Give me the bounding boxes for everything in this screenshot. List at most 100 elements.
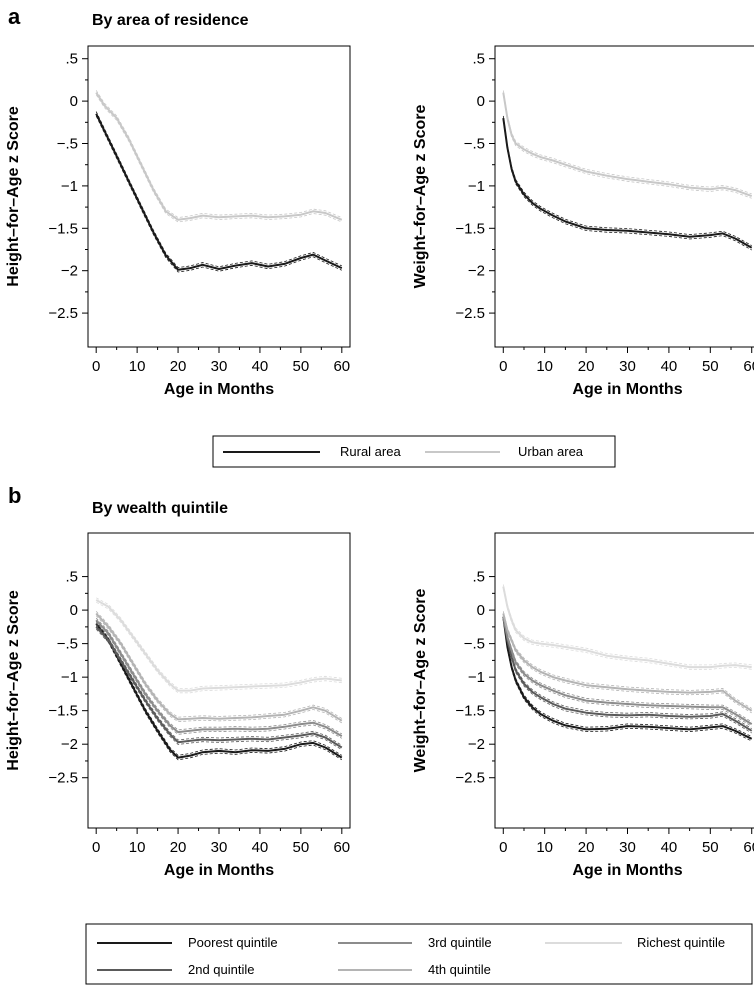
y-tick-label: −1.5 <box>455 703 485 720</box>
series-urban-area-ci-lower <box>95 94 342 223</box>
series-richest-quintile-ci-lower <box>96 601 342 694</box>
legend-a-label-rural: Rural area <box>340 444 401 459</box>
x-tick-label: 10 <box>536 358 553 375</box>
series-poorest-quintile-ci-lower <box>502 618 752 742</box>
x-axis-label: Age in Months <box>572 381 682 398</box>
x-tick-label: 30 <box>619 839 636 856</box>
y-tick-label: −2 <box>61 263 78 280</box>
x-tick-label: 0 <box>92 358 100 375</box>
x-tick-label: 20 <box>170 358 187 375</box>
x-tick-label: 0 <box>499 358 507 375</box>
series-4th-quintile-line <box>95 612 343 722</box>
y-tick-label: −1 <box>61 669 78 686</box>
legend-b: Poorest quintile 3rd quintile Richest qu… <box>85 923 753 985</box>
plot-frame <box>87 45 351 348</box>
y-tick-label: −2.5 <box>48 770 78 787</box>
series-2nd-quintile-line <box>502 616 753 732</box>
y-axis-label: Height–for–Age z Score <box>5 106 22 287</box>
y-tick-label: .5 <box>472 51 485 68</box>
y-tick-label: −.5 <box>57 636 78 653</box>
series-2nd-quintile-line <box>95 626 343 749</box>
series-urban-area-line <box>502 92 753 198</box>
panel-a-letter: a <box>8 4 21 29</box>
x-tick-label: 10 <box>129 839 146 856</box>
legend-b-label-poorest: Poorest quintile <box>188 935 278 950</box>
series-rural-area-line <box>502 117 753 249</box>
plot-frame <box>494 45 754 348</box>
x-tick-label: 30 <box>211 358 228 375</box>
series-2nd-quintile-ci-upper <box>95 624 343 746</box>
chart-b-weight: .5 0 −.5 −1 −1.5 −2 −2.5 0 10 20 30 40 50 60 Age in Mo… <box>412 532 754 879</box>
y-tick-label: 0 <box>477 602 485 619</box>
series-richest-quintile-ci-upper <box>96 597 342 689</box>
x-tick-label: 0 <box>499 839 507 856</box>
panel-a-title: By area of residence <box>92 12 249 29</box>
y-tick-label: −2.5 <box>455 305 485 322</box>
x-axis-label: Age in Months <box>164 381 274 398</box>
legend-b-label-q4: 4th quintile <box>428 962 491 977</box>
y-tick-label: −2.5 <box>455 770 485 787</box>
x-tick-label: 60 <box>743 839 754 856</box>
x-tick-label: 30 <box>211 839 228 856</box>
series-poorest-quintile-ci-upper <box>502 614 752 737</box>
chart-a-weight: .5 0 −.5 −1 −1.5 −2 −2.5 0 10 20 30 40 50 60 Age in Mo… <box>412 45 754 398</box>
legend-b-box <box>85 923 753 985</box>
x-tick-label: 0 <box>92 839 100 856</box>
y-tick-label: −1 <box>468 178 485 195</box>
series-3rd-quintile-line <box>95 619 343 737</box>
x-tick-label: 20 <box>578 358 595 375</box>
y-tick-label: .5 <box>65 569 78 586</box>
x-tick-label: 10 <box>129 358 146 375</box>
y-tick-label: −1.5 <box>48 220 78 237</box>
x-tick-label: 40 <box>661 358 678 375</box>
series-2nd-quintile-ci-lower <box>95 628 343 751</box>
y-tick-label: −.5 <box>464 636 485 653</box>
chart-a-height: .5 0 −.5 −1 −1.5 −2 −2.5 0 10 20 30 40 50 60 Age in Mo… <box>5 45 351 398</box>
series-3rd-quintile-ci-upper <box>95 617 342 735</box>
series-3rd-quintile-line <box>502 616 753 725</box>
y-tick-label: .5 <box>472 569 485 586</box>
legend-a: Rural area Urban area <box>212 435 616 468</box>
series-richest-quintile-line <box>95 599 342 692</box>
series-poorest-quintile-ci-upper <box>95 621 343 756</box>
legend-a-label-urban: Urban area <box>518 444 584 459</box>
y-tick-label: 0 <box>70 93 78 110</box>
x-tick-label: 40 <box>252 358 269 375</box>
y-tick-label: −.5 <box>464 136 485 153</box>
x-tick-label: 50 <box>293 358 310 375</box>
y-tick-label: −2 <box>468 263 485 280</box>
y-tick-label: −1 <box>61 178 78 195</box>
y-tick-label: −1.5 <box>455 220 485 237</box>
x-tick-label: 20 <box>170 839 187 856</box>
series-urban-area-ci-lower <box>502 94 752 199</box>
y-tick-label: .5 <box>65 51 78 68</box>
series-2nd-quintile-ci-lower <box>502 618 752 734</box>
panel-b-title: By wealth quintile <box>92 500 228 517</box>
series-poorest-quintile-line <box>95 622 343 759</box>
series-poorest-quintile-line <box>502 616 753 740</box>
x-tick-label: 20 <box>578 839 595 856</box>
series-4th-quintile-line <box>502 613 753 712</box>
y-axis-label: Weight–for–Age z Score <box>412 105 429 289</box>
series-richest-quintile-ci-lower <box>502 588 752 670</box>
x-tick-label: 10 <box>536 839 553 856</box>
series-richest-quintile-ci-upper <box>502 584 752 666</box>
series-rural-area-ci-lower <box>95 115 342 273</box>
x-axis-label: Age in Months <box>572 862 682 879</box>
y-axis-label: Weight–for–Age z Score <box>412 589 429 773</box>
series-3rd-quintile-ci-lower <box>95 622 342 739</box>
series-poorest-quintile-ci-lower <box>95 625 343 761</box>
legend-b-label-q3: 3rd quintile <box>428 935 492 950</box>
x-tick-label: 40 <box>252 839 269 856</box>
x-tick-label: 60 <box>333 358 350 375</box>
y-tick-label: −.5 <box>57 136 78 153</box>
series-3rd-quintile-ci-lower <box>502 618 752 727</box>
series-4th-quintile-ci-lower <box>95 615 343 724</box>
x-axis-label: Age in Months <box>164 862 274 879</box>
series-urban-area-line <box>95 92 343 221</box>
y-tick-label: −1.5 <box>48 703 78 720</box>
x-tick-label: 50 <box>702 358 719 375</box>
y-tick-label: −2 <box>61 736 78 753</box>
x-tick-label: 60 <box>333 839 350 856</box>
legend-b-label-q2: 2nd quintile <box>188 962 255 977</box>
